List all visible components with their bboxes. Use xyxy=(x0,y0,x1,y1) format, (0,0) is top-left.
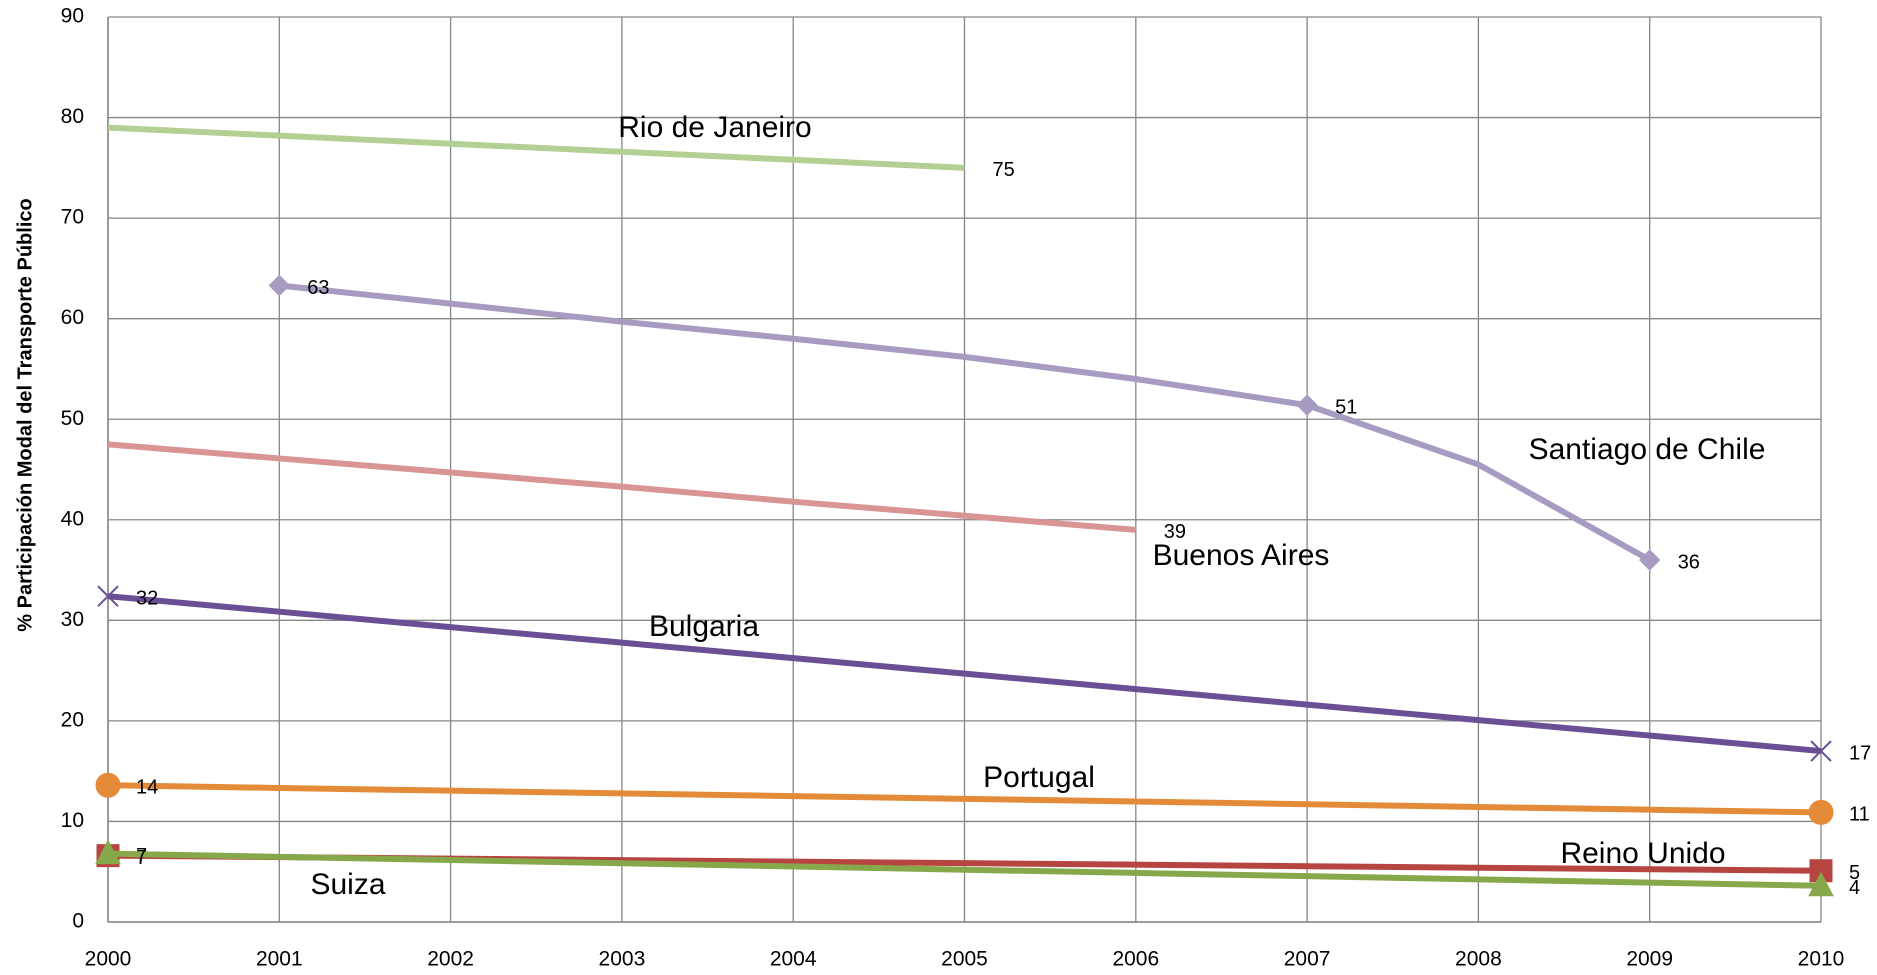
series-name: Portugal xyxy=(983,761,1095,794)
y-tick-label: 20 xyxy=(61,708,84,731)
data-label: 17 xyxy=(1849,742,1871,764)
data-label: 4 xyxy=(1849,877,1860,899)
x-tick-label: 2009 xyxy=(1626,948,1673,971)
y-tick-label: 0 xyxy=(72,910,84,933)
data-label: 14 xyxy=(136,777,158,799)
y-tick-label: 50 xyxy=(61,407,84,430)
data-label: 5 xyxy=(1849,862,1860,884)
y-tick-label: 80 xyxy=(61,105,84,128)
data-label: 51 xyxy=(1335,396,1357,418)
data-label: 63 xyxy=(307,277,329,299)
data-label: 36 xyxy=(1678,551,1700,573)
series-line xyxy=(107,593,1822,755)
series-line xyxy=(107,124,965,171)
data-label: 7 xyxy=(136,847,147,869)
series-line xyxy=(278,282,1652,563)
marker xyxy=(95,839,121,865)
y-tick-label: 90 xyxy=(61,5,84,28)
series-name: Bulgaria xyxy=(649,610,759,643)
series-line xyxy=(107,441,1137,533)
marker xyxy=(1810,740,1832,762)
y-axis-label: % Participación Modal del Transporte Púb… xyxy=(14,198,36,631)
x-tick-label: 2002 xyxy=(427,948,474,971)
x-tick-label: 2003 xyxy=(599,948,646,971)
data-label: 7 xyxy=(136,845,147,867)
y-tick-label: 10 xyxy=(61,809,84,832)
y-tick-label: 70 xyxy=(61,206,84,229)
marker xyxy=(1808,799,1834,825)
x-tick-label: 2000 xyxy=(85,948,132,971)
x-tick-label: 2005 xyxy=(941,948,988,971)
series-line xyxy=(107,850,1822,889)
marker xyxy=(268,274,291,297)
marker xyxy=(1808,871,1834,897)
x-tick-label: 2008 xyxy=(1455,948,1502,971)
series-name: Reino Unido xyxy=(1560,837,1725,870)
data-label: 75 xyxy=(993,159,1015,181)
x-tick-label: 2007 xyxy=(1284,948,1331,971)
marker xyxy=(97,585,119,607)
y-tick-label: 30 xyxy=(61,608,84,631)
series-name: Rio de Janeiro xyxy=(618,111,811,144)
y-tick-label: 60 xyxy=(61,306,84,329)
series-name: Suiza xyxy=(310,868,385,901)
data-label: 32 xyxy=(136,587,158,609)
y-tick-label: 40 xyxy=(61,507,84,530)
marker xyxy=(1296,394,1318,416)
marker xyxy=(1638,549,1661,571)
series-line xyxy=(107,782,1822,816)
x-tick-label: 2004 xyxy=(770,948,817,971)
marker xyxy=(95,772,121,798)
x-tick-label: 2006 xyxy=(1112,948,1159,971)
series-name: Santiago de Chile xyxy=(1529,433,1766,466)
data-label: 39 xyxy=(1164,521,1186,543)
series-name: Buenos Aires xyxy=(1153,539,1330,572)
x-tick-label: 2001 xyxy=(256,948,303,971)
x-tick-label: 2010 xyxy=(1798,948,1845,971)
data-label: 11 xyxy=(1849,804,1870,826)
